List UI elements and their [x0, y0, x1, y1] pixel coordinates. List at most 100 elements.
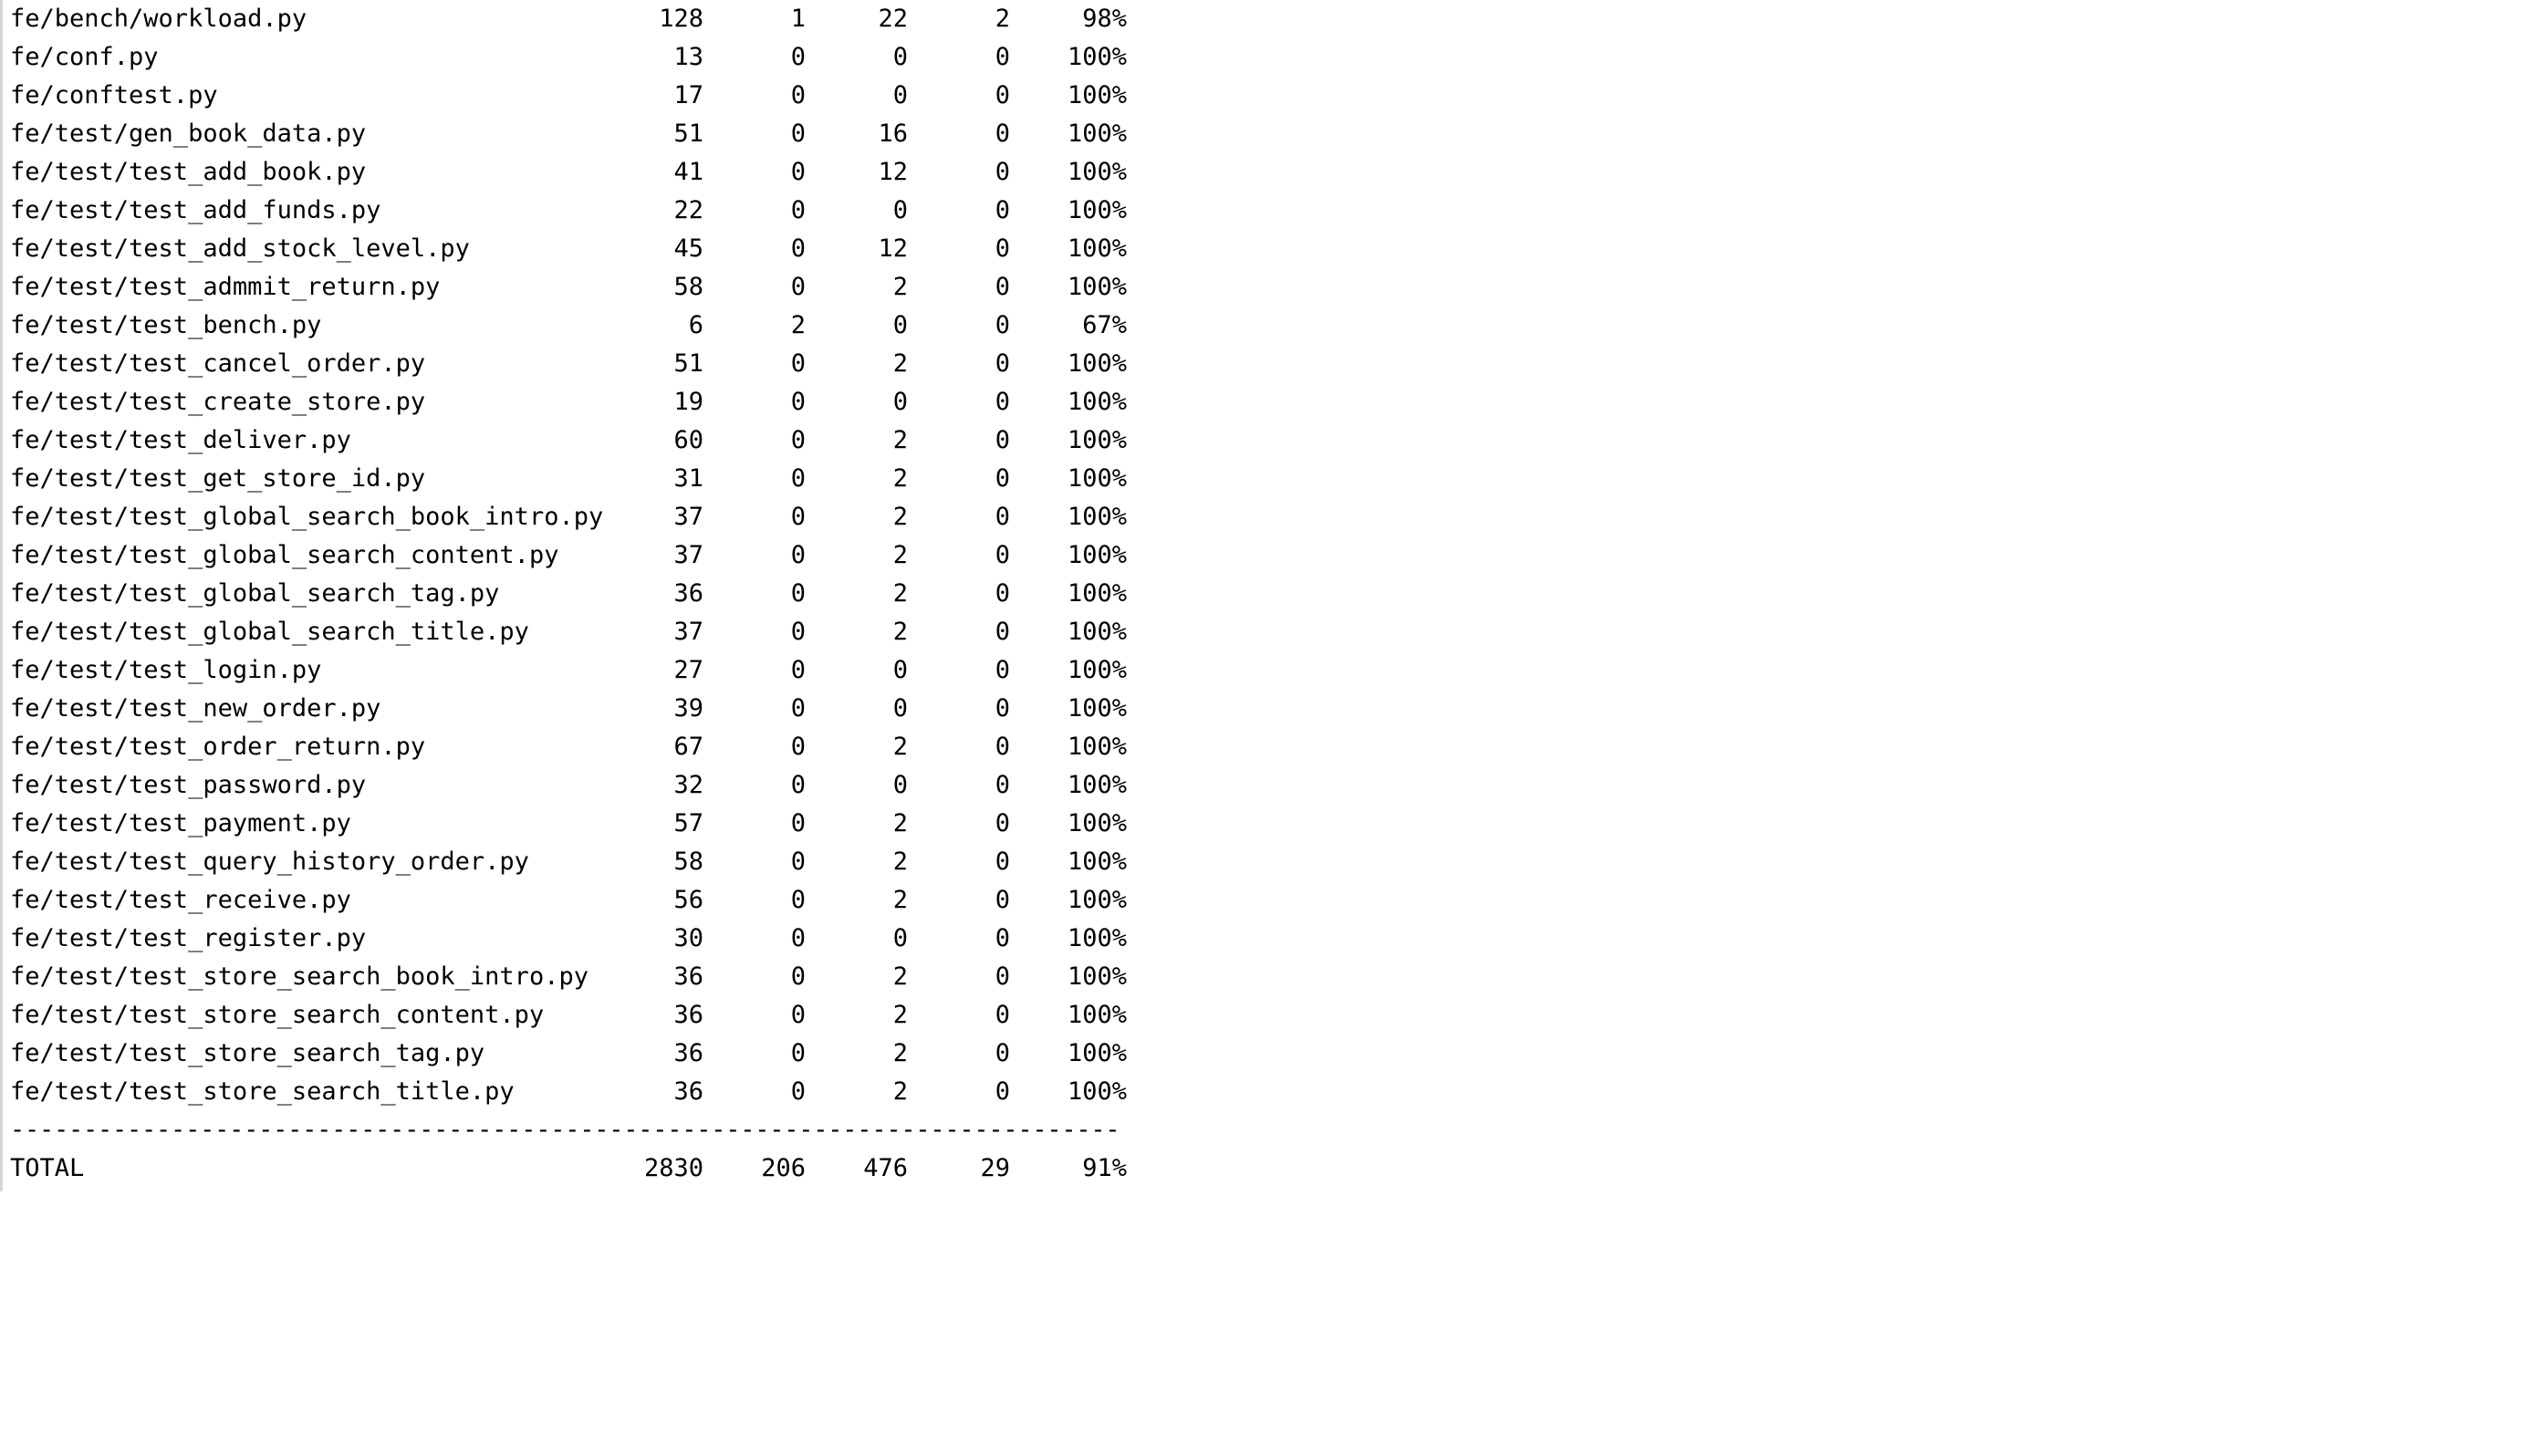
file-name: fe/test/test_create_store.py	[10, 388, 426, 416]
coverage-percent: 100%	[1067, 273, 1127, 301]
brpart-count: 0	[995, 656, 1010, 684]
stmts-count: 45	[673, 234, 703, 263]
table-row: fe/test/test_get_store_id.py 31 0 2 0 100%	[10, 460, 1141, 498]
stmts-count: 37	[673, 618, 703, 646]
miss-count: 0	[790, 158, 806, 186]
branch-count: 16	[878, 120, 908, 148]
coverage-percent: 100%	[1067, 196, 1127, 224]
table-row: fe/test/test_new_order.py 39 0 0 0 100%	[10, 690, 1141, 728]
file-name: fe/test/test_global_search_content.py	[10, 541, 559, 569]
branch-count: 12	[878, 158, 908, 186]
total-miss: 206	[761, 1154, 806, 1182]
file-name: fe/test/test_query_history_order.py	[10, 848, 529, 876]
table-row: fe/test/test_global_search_book_intro.py…	[10, 498, 1141, 536]
coverage-percent: 100%	[1067, 158, 1127, 186]
file-name: fe/test/test_add_stock_level.py	[10, 234, 470, 263]
coverage-percent: 100%	[1067, 809, 1127, 837]
miss-count: 0	[790, 1001, 806, 1029]
branch-count: 2	[892, 426, 908, 454]
branch-count: 0	[892, 81, 908, 109]
table-row: fe/conf.py 13 0 0 0 100%	[10, 38, 1141, 77]
stmts-count: 17	[673, 81, 703, 109]
file-name: fe/test/test_payment.py	[10, 809, 351, 837]
brpart-count: 0	[995, 809, 1010, 837]
file-name: fe/conf.py	[10, 43, 159, 71]
brpart-count: 0	[995, 924, 1010, 952]
miss-count: 0	[790, 962, 806, 991]
branch-count: 2	[892, 1077, 908, 1106]
branch-count: 2	[892, 886, 908, 914]
table-row: fe/test/test_register.py 30 0 0 0 100%	[10, 920, 1141, 958]
brpart-count: 0	[995, 733, 1010, 761]
table-row: fe/test/test_add_book.py 41 0 12 0 100%	[10, 153, 1141, 192]
file-name: fe/test/test_global_search_title.py	[10, 618, 529, 646]
window-left-border	[0, 0, 3, 1191]
coverage-percent: 100%	[1067, 694, 1127, 723]
table-row: fe/conftest.py 17 0 0 0 100%	[10, 77, 1141, 115]
branch-count: 0	[892, 43, 908, 71]
coverage-percent: 100%	[1067, 1077, 1127, 1106]
branch-count: 0	[892, 694, 908, 723]
coverage-percent: 100%	[1067, 656, 1127, 684]
brpart-count: 0	[995, 120, 1010, 148]
stmts-count: 19	[673, 388, 703, 416]
miss-count: 0	[790, 234, 806, 263]
table-row: fe/test/test_deliver.py 60 0 2 0 100%	[10, 421, 1141, 460]
miss-count: 0	[790, 464, 806, 493]
table-row: fe/test/test_bench.py 6 2 0 0 67%	[10, 307, 1141, 345]
file-name: fe/test/test_admmit_return.py	[10, 273, 441, 301]
table-row: fe/test/test_store_search_content.py 36 0 2…	[10, 996, 1141, 1035]
stmts-count: 32	[673, 771, 703, 799]
file-name: fe/test/test_register.py	[10, 924, 367, 952]
branch-count: 2	[892, 349, 908, 378]
stmts-count: 31	[673, 464, 703, 493]
coverage-percent: 100%	[1067, 120, 1127, 148]
brpart-count: 0	[995, 541, 1010, 569]
miss-count: 0	[790, 120, 806, 148]
brpart-count: 0	[995, 311, 1010, 339]
miss-count: 0	[790, 1039, 806, 1067]
stmts-count: 37	[673, 541, 703, 569]
stmts-count: 36	[673, 1001, 703, 1029]
stmts-count: 51	[673, 120, 703, 148]
table-row: fe/test/test_payment.py 57 0 2 0 100%	[10, 805, 1141, 843]
branch-count: 2	[892, 464, 908, 493]
terminal-output[interactable]: fe/bench/workload.py 128 1 22 2 98% fe/conf.py…	[10, 0, 1141, 1188]
brpart-count: 0	[995, 579, 1010, 608]
brpart-count: 0	[995, 43, 1010, 71]
stmts-count: 39	[673, 694, 703, 723]
table-row: fe/test/test_admmit_return.py 58 0 2 0 100%	[10, 268, 1141, 307]
stmts-count: 36	[673, 962, 703, 991]
coverage-percent: 100%	[1067, 771, 1127, 799]
table-row: fe/test/test_store_search_book_intro.py 3…	[10, 958, 1141, 996]
miss-count: 0	[790, 196, 806, 224]
file-name: fe/test/test_password.py	[10, 771, 367, 799]
miss-count: 0	[790, 541, 806, 569]
coverage-percent: 100%	[1067, 388, 1127, 416]
branch-count: 2	[892, 809, 908, 837]
table-row: fe/test/test_store_search_title.py 36 0 2 0 1…	[10, 1073, 1141, 1111]
file-name: fe/test/test_order_return.py	[10, 733, 426, 761]
stmts-count: 6	[688, 311, 703, 339]
file-name: fe/test/test_global_search_book_intro.py	[10, 503, 604, 531]
miss-count: 0	[790, 426, 806, 454]
coverage-percent: 100%	[1067, 924, 1127, 952]
miss-count: 0	[790, 848, 806, 876]
branch-count: 2	[892, 503, 908, 531]
branch-count: 2	[892, 1039, 908, 1067]
brpart-count: 0	[995, 962, 1010, 991]
branch-count: 2	[892, 1001, 908, 1029]
miss-count: 0	[790, 349, 806, 378]
brpart-count: 0	[995, 848, 1010, 876]
table-row: fe/test/test_store_search_tag.py 36 0 2 0 100…	[10, 1035, 1141, 1073]
branch-count: 2	[892, 618, 908, 646]
coverage-percent: 100%	[1067, 234, 1127, 263]
file-name: fe/test/test_store_search_tag.py	[10, 1039, 485, 1067]
file-name: fe/test/test_get_store_id.py	[10, 464, 426, 493]
brpart-count: 0	[995, 196, 1010, 224]
table-row: fe/test/test_order_return.py 67 0 2 0 100%	[10, 728, 1141, 766]
branch-count: 0	[892, 388, 908, 416]
table-row: fe/test/gen_book_data.py 51 0 16 0 100%	[10, 115, 1141, 153]
branch-count: 0	[892, 656, 908, 684]
branch-count: 0	[892, 311, 908, 339]
